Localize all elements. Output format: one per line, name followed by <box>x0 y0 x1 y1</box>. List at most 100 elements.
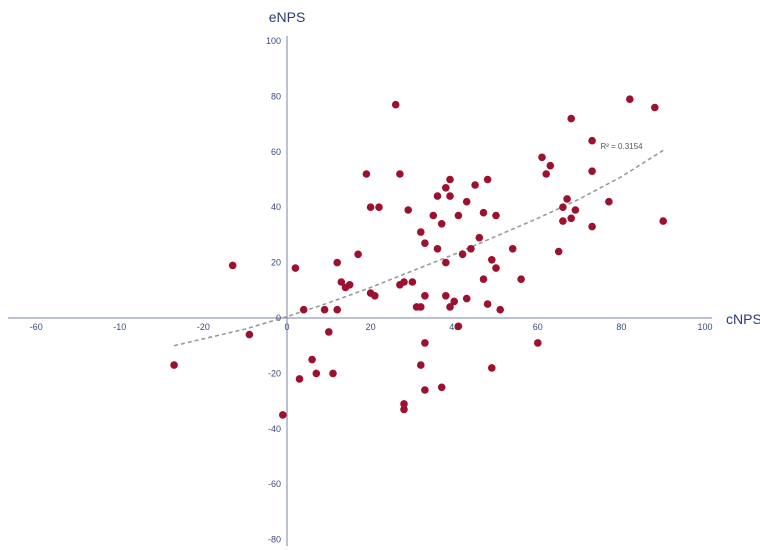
data-point <box>483 175 492 184</box>
data-point <box>400 400 408 408</box>
data-point <box>492 211 500 220</box>
data-point <box>446 192 454 200</box>
data-point <box>567 214 575 223</box>
data-point <box>626 95 634 103</box>
x-tick-label: 40 <box>449 322 459 332</box>
data-point <box>588 167 596 175</box>
data-point <box>542 170 550 178</box>
data-point <box>295 375 304 383</box>
data-point <box>433 192 442 200</box>
data-point <box>471 181 479 189</box>
data-point <box>446 303 454 311</box>
data-point <box>475 233 484 242</box>
y-axis-title: eNPS <box>269 9 306 25</box>
data-point <box>329 369 337 378</box>
data-point <box>421 292 429 300</box>
data-point <box>308 355 316 364</box>
x-tick-label: 0 <box>284 322 289 332</box>
data-point <box>479 275 488 284</box>
data-point <box>517 275 525 284</box>
x-tick-label: -20 <box>197 322 210 332</box>
data-point <box>421 339 429 347</box>
data-point <box>421 239 429 247</box>
data-point <box>366 203 375 211</box>
data-points <box>170 95 667 419</box>
data-point <box>228 261 237 270</box>
data-point <box>391 100 400 109</box>
data-point <box>279 411 287 419</box>
data-point <box>325 328 333 336</box>
x-tick-label: 20 <box>366 322 376 332</box>
data-point <box>534 339 542 347</box>
data-point <box>375 203 383 211</box>
data-point <box>488 255 496 264</box>
data-point <box>362 170 371 178</box>
r-squared-label: R² = 0.3154 <box>601 142 644 151</box>
data-point <box>651 103 659 112</box>
data-point <box>588 136 596 145</box>
data-point <box>400 405 408 414</box>
data-point <box>337 278 346 286</box>
data-point <box>588 222 596 231</box>
data-point <box>333 305 342 314</box>
data-point <box>492 264 500 272</box>
y-tick-label: -60 <box>268 479 281 489</box>
data-point <box>454 322 463 331</box>
data-point <box>245 330 254 339</box>
data-point <box>462 294 471 303</box>
data-point <box>458 250 467 259</box>
x-tick-labels: -60 -10 -20 0 20 40 60 80 100 <box>30 322 713 332</box>
data-point <box>291 264 300 272</box>
y-tick-label: 0 <box>276 313 281 323</box>
data-point <box>496 305 505 314</box>
data-point <box>408 278 417 286</box>
data-point <box>571 206 580 214</box>
y-tick-label: 100 <box>266 36 281 46</box>
data-point <box>446 175 454 184</box>
data-point <box>488 364 496 372</box>
data-point <box>559 217 567 225</box>
y-tick-label: 40 <box>271 202 281 212</box>
data-point <box>417 361 425 369</box>
data-point <box>546 161 555 170</box>
data-point <box>437 383 446 392</box>
data-point <box>354 250 362 259</box>
x-tick-label: -10 <box>113 322 126 332</box>
data-point <box>333 258 342 267</box>
data-point <box>299 305 308 314</box>
data-point <box>400 278 408 286</box>
data-point <box>429 211 438 220</box>
data-point <box>320 305 329 314</box>
y-tick-label: 60 <box>271 147 281 157</box>
y-tick-labels: 100 80 60 40 20 0 -20 -40 -60 -80 <box>266 36 281 545</box>
y-tick-label: 80 <box>271 91 281 101</box>
data-point <box>312 369 321 378</box>
y-tick-label: -80 <box>268 535 281 545</box>
data-point <box>483 300 492 308</box>
data-point <box>417 228 425 236</box>
x-axis-title: cNPS <box>726 311 760 327</box>
data-point <box>450 297 459 306</box>
data-point <box>559 203 567 211</box>
x-tick-label: -60 <box>30 322 43 332</box>
x-tick-label: 80 <box>616 322 626 332</box>
data-point <box>538 153 546 162</box>
y-tick-label: 20 <box>271 258 281 268</box>
data-point <box>345 281 354 289</box>
data-point <box>396 170 404 178</box>
data-point <box>605 197 613 206</box>
data-point <box>567 114 575 123</box>
data-point <box>170 361 178 369</box>
data-point <box>442 184 450 192</box>
data-point <box>371 292 379 300</box>
data-point <box>479 208 488 217</box>
data-point <box>433 245 442 253</box>
data-point <box>442 292 450 300</box>
y-tick-label: -20 <box>268 368 281 378</box>
data-point <box>442 258 450 267</box>
data-point <box>659 217 667 225</box>
data-point <box>437 220 446 228</box>
data-point <box>417 303 425 311</box>
data-point <box>421 386 429 394</box>
